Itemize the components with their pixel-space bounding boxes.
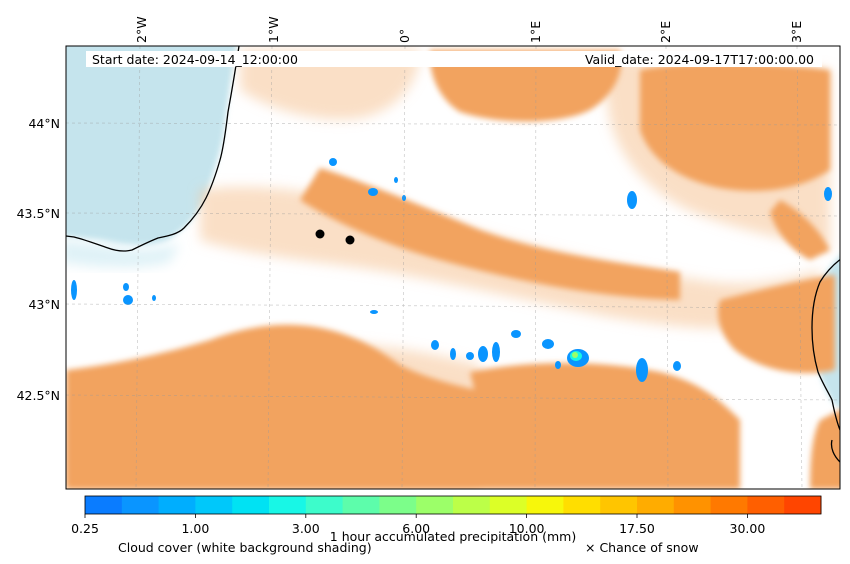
precip-cell [152, 295, 156, 301]
precip-cell [478, 346, 488, 362]
location-marker [345, 235, 355, 245]
colorbar-segment [526, 496, 564, 514]
colorbar: 0.25 1.00 3.00 6.00 10.00 17.50 30.00 1 hour a… [71, 495, 822, 544]
start-date-label: Start date: 2024-09-14_12:00:00 [92, 52, 298, 67]
precipitation-field [71, 158, 832, 382]
colorbar-tick-label: 6.00 [402, 521, 430, 536]
precip-cell [824, 187, 832, 201]
precip-cell [450, 348, 456, 360]
precip-cell [123, 283, 129, 291]
colorbar-segment [195, 496, 233, 514]
snow-legend: × Chance of snow [585, 540, 699, 555]
colorbar-tick-label: 17.50 [619, 521, 655, 536]
precip-cell [673, 361, 681, 371]
lon-tick-label: 2°W [134, 16, 149, 43]
colorbar-segment [637, 496, 675, 514]
colorbar-segment [489, 496, 528, 514]
location-markers [315, 229, 355, 245]
precip-cell [492, 342, 500, 362]
colorbar-tick-label: 3.00 [292, 521, 320, 536]
latitude-axis: 44°N 43.5°N 43°N 42.5°N [17, 116, 60, 403]
precip-cell [123, 295, 133, 305]
lat-tick-label: 43.5°N [17, 206, 60, 221]
colorbar-segments [85, 496, 822, 514]
coastline-east [811, 258, 840, 463]
precip-cell [431, 340, 439, 350]
colorbar-ticks: 0.25 1.00 3.00 6.00 10.00 17.50 30.00 [71, 514, 765, 536]
colorbar-tick-label: 10.00 [509, 521, 545, 536]
precip-cell [394, 177, 398, 183]
precip-cell [627, 191, 637, 209]
colorbar-segment [305, 496, 344, 514]
colorbar-segment [673, 496, 712, 514]
sea-area-west-light [66, 240, 180, 268]
colorbar-segment [379, 496, 417, 514]
colorbar-segment [269, 496, 307, 514]
colorbar-segment [121, 496, 160, 514]
precip-cell [71, 280, 77, 300]
lon-tick-label: 2°E [658, 21, 673, 43]
longitude-axis: 2°W 1°W 0° 1°E 2°E 3°E [134, 16, 804, 43]
colorbar-tick-label: 30.00 [730, 521, 766, 536]
info-band [86, 51, 822, 67]
colorbar-segment [563, 496, 601, 514]
cloud-cover-dense [66, 50, 840, 489]
colorbar-title: 1 hour accumulated precipitation (mm) [330, 529, 576, 544]
colorbar-segment [784, 496, 822, 514]
precip-cell [542, 339, 554, 349]
coastline-west [66, 46, 240, 252]
lat-tick-label: 43°N [28, 297, 60, 312]
colorbar-segment [453, 496, 491, 514]
precip-cell [572, 352, 578, 358]
sea-area-west [66, 46, 237, 246]
precip-cell [511, 330, 521, 338]
precip-cell [370, 310, 378, 314]
colorbar-segment [710, 496, 748, 514]
colorbar-segment [747, 496, 785, 514]
graticule [66, 46, 840, 489]
cloud-cover-legend: Cloud cover (white background shading) [118, 540, 372, 555]
precip-cell [466, 352, 474, 360]
lon-tick-label: 3°E [789, 21, 804, 43]
precip-cell [368, 188, 378, 196]
location-marker [315, 229, 325, 239]
colorbar-segment [600, 496, 638, 514]
colorbar-tick-label: 1.00 [181, 521, 209, 536]
lon-tick-label: 0° [397, 29, 412, 43]
precip-cell [636, 358, 648, 382]
colorbar-segment [232, 496, 270, 514]
colorbar-tick-label: 0.25 [71, 521, 99, 536]
map-panel: Start date: 2024-09-14_12:00:00 Valid_da… [65, 45, 841, 490]
colorbar-frame [84, 495, 822, 515]
valid-date-label: Valid_date: 2024-09-17T17:00:00.00 [585, 52, 814, 67]
precip-cell [329, 158, 337, 166]
colorbar-segment [416, 496, 454, 514]
lon-tick-label: 1°W [266, 16, 281, 43]
map-frame [65, 45, 841, 490]
lon-tick-label: 1°E [528, 21, 543, 43]
lat-tick-label: 44°N [28, 116, 60, 131]
colorbar-segment [85, 496, 123, 514]
lat-tick-label: 42.5°N [17, 388, 60, 403]
colorbar-segment [342, 496, 380, 514]
colorbar-segment [158, 496, 196, 514]
precip-cell [555, 361, 561, 369]
